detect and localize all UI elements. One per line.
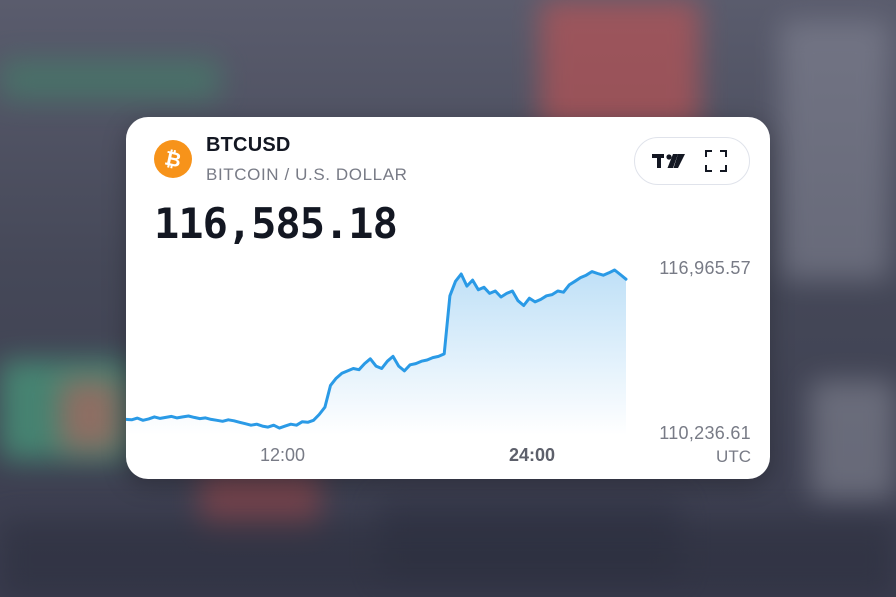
symbol-title: BTCUSD bbox=[206, 134, 291, 156]
price-line bbox=[126, 268, 628, 430]
fullscreen-button[interactable] bbox=[696, 143, 736, 179]
time-axis-label-2400: 24:00 bbox=[509, 445, 556, 465]
price-chart[interactable] bbox=[126, 117, 770, 479]
price-area-fill bbox=[126, 270, 626, 435]
price-axis-high-label: 116,965.57 bbox=[659, 258, 751, 278]
svg-text:₿: ₿ bbox=[163, 147, 184, 171]
ticker-widget-card[interactable]: ₿ BTCUSD BITCOIN / U.S. DOLLAR 116,585.1… bbox=[126, 117, 770, 479]
timezone-label: UTC bbox=[716, 447, 751, 466]
bitcoin-icon: ₿ bbox=[154, 140, 192, 178]
widget-toolbar bbox=[634, 137, 750, 185]
fullscreen-icon bbox=[704, 150, 727, 172]
tradingview-logo-button[interactable] bbox=[649, 143, 689, 179]
symbol-description: BITCOIN / U.S. DOLLAR bbox=[206, 165, 408, 184]
tradingview-logo-icon bbox=[651, 154, 685, 168]
time-axis-label-1200: 12:00 bbox=[260, 445, 306, 465]
price-axis-low-label: 110,236.61 bbox=[659, 423, 751, 443]
current-price: 116,585.18 bbox=[154, 199, 398, 248]
